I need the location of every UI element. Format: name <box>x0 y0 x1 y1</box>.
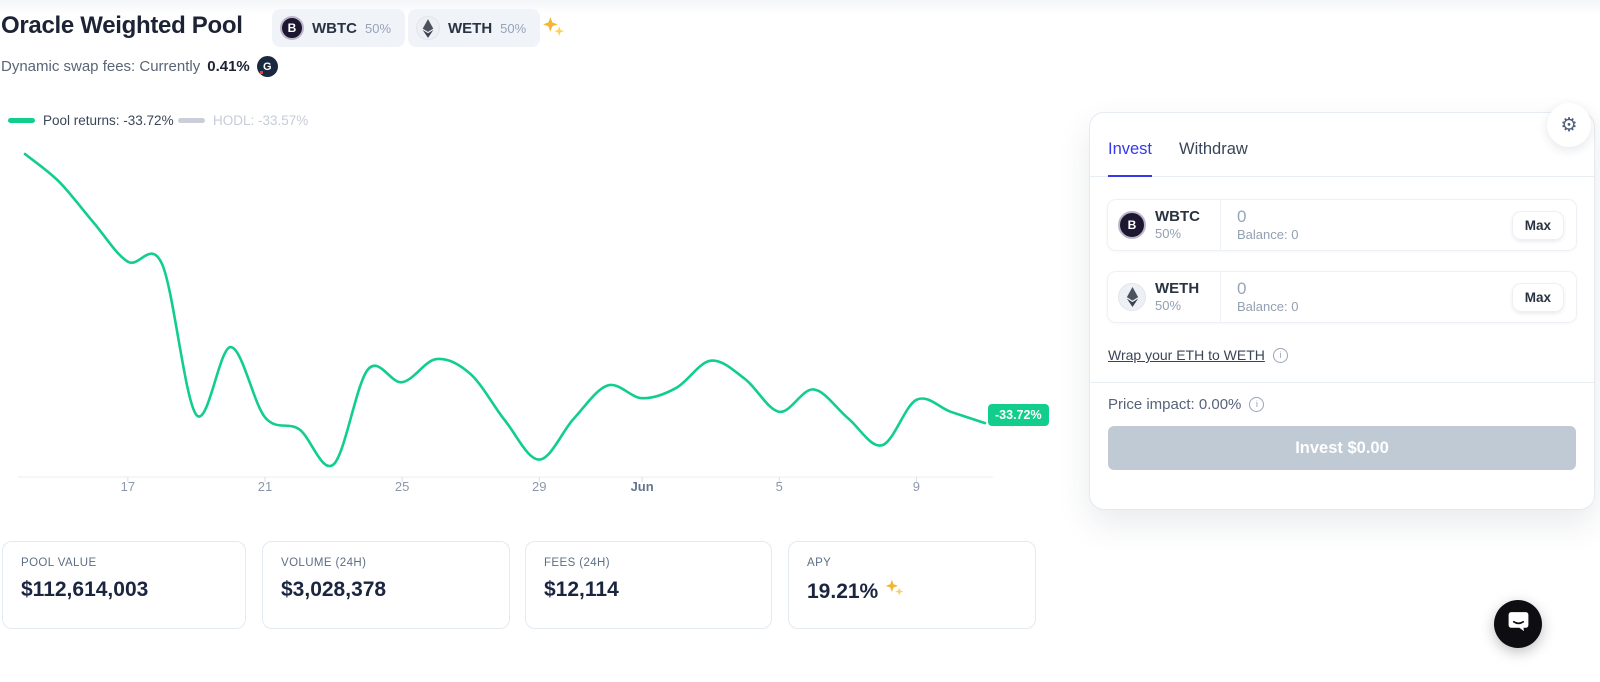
tab-invest[interactable]: Invest <box>1108 140 1153 177</box>
token-weight: 50% <box>500 20 527 36</box>
token-weight: 50% <box>1155 226 1182 242</box>
price-impact-label: Price impact: 0.00% <box>1108 396 1242 413</box>
invest-submit-button[interactable]: Invest $0.00 <box>1108 426 1576 470</box>
x-axis-ticks <box>127 477 917 482</box>
token-input-row-weth: WETH 50% Balance: 0 Max <box>1108 272 1576 322</box>
token-selector-wbtc: B WBTC 50% <box>1108 200 1221 250</box>
stat-card-apy: APY 19.21% <box>788 541 1036 629</box>
info-icon[interactable]: i <box>1249 397 1265 412</box>
stat-label: VOLUME (24H) <box>281 557 367 569</box>
wbtc-icon: B <box>280 16 304 40</box>
legend-swatch-gray <box>178 118 205 123</box>
svg-text:29: 29 <box>532 479 546 494</box>
weth-amount-input[interactable] <box>1237 279 1437 299</box>
stat-card-fees: FEES (24H) $12,114 <box>525 541 772 629</box>
svg-text:9: 9 <box>913 479 920 494</box>
token-symbol: WBTC <box>1155 208 1200 226</box>
invest-card: Invest Withdraw ⚙ B WBTC 50% Balance: 0 … <box>1090 103 1594 509</box>
legend-label: Pool returns: -33.72% <box>43 113 174 128</box>
wbtc-max-button[interactable]: Max <box>1512 211 1563 239</box>
token-weight: 50% <box>365 20 392 36</box>
chart-end-value-badge: -33.72% <box>988 404 1049 426</box>
weth-max-button[interactable]: Max <box>1512 283 1563 311</box>
swap-fees-text: Dynamic swap fees: Currently <box>1 58 201 75</box>
token-symbol: WBTC <box>312 19 357 37</box>
stat-label: POOL VALUE <box>21 557 97 569</box>
weth-icon <box>1118 283 1146 311</box>
swap-fees-line: Dynamic swap fees: Currently 0.41% G <box>1 56 278 77</box>
settings-gear-icon[interactable]: ⚙ <box>1547 103 1591 147</box>
page-title: Oracle Weighted Pool <box>1 12 243 39</box>
weth-icon <box>416 16 440 40</box>
stat-value: 19.21% <box>807 579 879 603</box>
stat-value: $3,028,378 <box>281 578 387 601</box>
swap-fees-value: 0.41% <box>207 58 250 75</box>
tab-withdraw[interactable]: Withdraw <box>1179 140 1248 158</box>
svg-text:17: 17 <box>121 479 135 494</box>
svg-text:5: 5 <box>776 479 783 494</box>
wbtc-amount-input[interactable] <box>1237 207 1437 227</box>
token-badge-wbtc: B WBTC 50% <box>272 9 406 47</box>
card-divider <box>1090 382 1594 383</box>
new-pool-sparkle-icon <box>541 15 566 45</box>
stat-label: FEES (24H) <box>544 557 610 569</box>
token-symbol: WETH <box>1155 280 1200 298</box>
weth-balance-label: Balance: 0 <box>1237 298 1299 314</box>
chat-launcher-button[interactable] <box>1494 600 1542 648</box>
x-axis-labels: 17 21 25 29 Jun 5 9 <box>121 479 920 494</box>
pool-returns-line <box>23 152 987 468</box>
token-selector-weth: WETH 50% <box>1108 272 1221 322</box>
gyroscope-fee-icon[interactable]: G <box>256 56 278 77</box>
pool-returns-chart[interactable]: 17 21 25 29 Jun 5 9 <box>0 105 1040 500</box>
token-badge-weth: WETH 50% <box>408 9 541 47</box>
stat-card-pool-value: POOL VALUE $112,614,003 <box>2 541 246 629</box>
stat-value: $112,614,003 <box>21 578 149 601</box>
wbtc-balance-label: Balance: 0 <box>1237 226 1299 242</box>
legend-hodl[interactable]: HODL: -33.57% <box>178 113 308 128</box>
stat-value: $12,114 <box>544 578 619 601</box>
token-input-row-wbtc: B WBTC 50% Balance: 0 Max <box>1108 200 1576 250</box>
invest-tabs: Invest Withdraw ⚙ <box>1090 103 1594 177</box>
legend-swatch-green <box>8 118 35 123</box>
legend-pool-returns[interactable]: Pool returns: -33.72% <box>8 113 174 128</box>
stat-card-volume: VOLUME (24H) $3,028,378 <box>262 541 510 629</box>
wrap-eth-link[interactable]: Wrap your ETH to WETH <box>1108 347 1265 363</box>
info-icon[interactable]: i <box>1272 347 1288 363</box>
svg-text:Jun: Jun <box>631 479 654 494</box>
svg-text:21: 21 <box>258 479 272 494</box>
wbtc-icon: B <box>1118 211 1146 239</box>
chat-bubble-icon <box>1506 609 1531 639</box>
apy-sparkle-icon <box>884 578 905 605</box>
token-weight: 50% <box>1155 298 1182 314</box>
token-symbol: WETH <box>448 19 493 37</box>
legend-label: HODL: -33.57% <box>213 113 309 128</box>
svg-text:25: 25 <box>395 479 409 494</box>
stat-label: APY <box>807 557 832 569</box>
